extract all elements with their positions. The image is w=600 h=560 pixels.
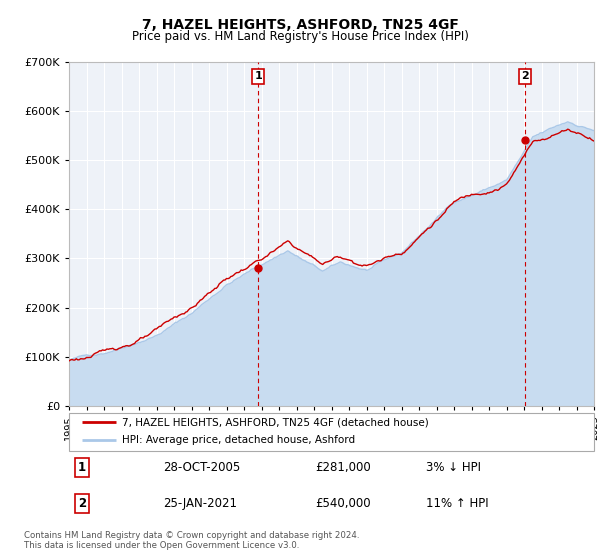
- Text: 11% ↑ HPI: 11% ↑ HPI: [426, 497, 488, 510]
- Text: 1: 1: [78, 461, 86, 474]
- Text: Contains HM Land Registry data © Crown copyright and database right 2024.: Contains HM Land Registry data © Crown c…: [24, 531, 359, 540]
- Text: 2: 2: [78, 497, 86, 510]
- FancyBboxPatch shape: [69, 413, 594, 451]
- Text: This data is licensed under the Open Government Licence v3.0.: This data is licensed under the Open Gov…: [24, 541, 299, 550]
- Text: 2: 2: [521, 71, 529, 81]
- Text: £540,000: £540,000: [316, 497, 371, 510]
- Text: 1: 1: [254, 71, 262, 81]
- Text: HPI: Average price, detached house, Ashford: HPI: Average price, detached house, Ashf…: [121, 435, 355, 445]
- Text: 25-JAN-2021: 25-JAN-2021: [163, 497, 238, 510]
- Text: 7, HAZEL HEIGHTS, ASHFORD, TN25 4GF: 7, HAZEL HEIGHTS, ASHFORD, TN25 4GF: [142, 18, 458, 32]
- Text: Price paid vs. HM Land Registry's House Price Index (HPI): Price paid vs. HM Land Registry's House …: [131, 30, 469, 44]
- Text: 28-OCT-2005: 28-OCT-2005: [163, 461, 241, 474]
- Text: £281,000: £281,000: [316, 461, 371, 474]
- Text: 3% ↓ HPI: 3% ↓ HPI: [426, 461, 481, 474]
- Text: 7, HAZEL HEIGHTS, ASHFORD, TN25 4GF (detached house): 7, HAZEL HEIGHTS, ASHFORD, TN25 4GF (det…: [121, 417, 428, 427]
